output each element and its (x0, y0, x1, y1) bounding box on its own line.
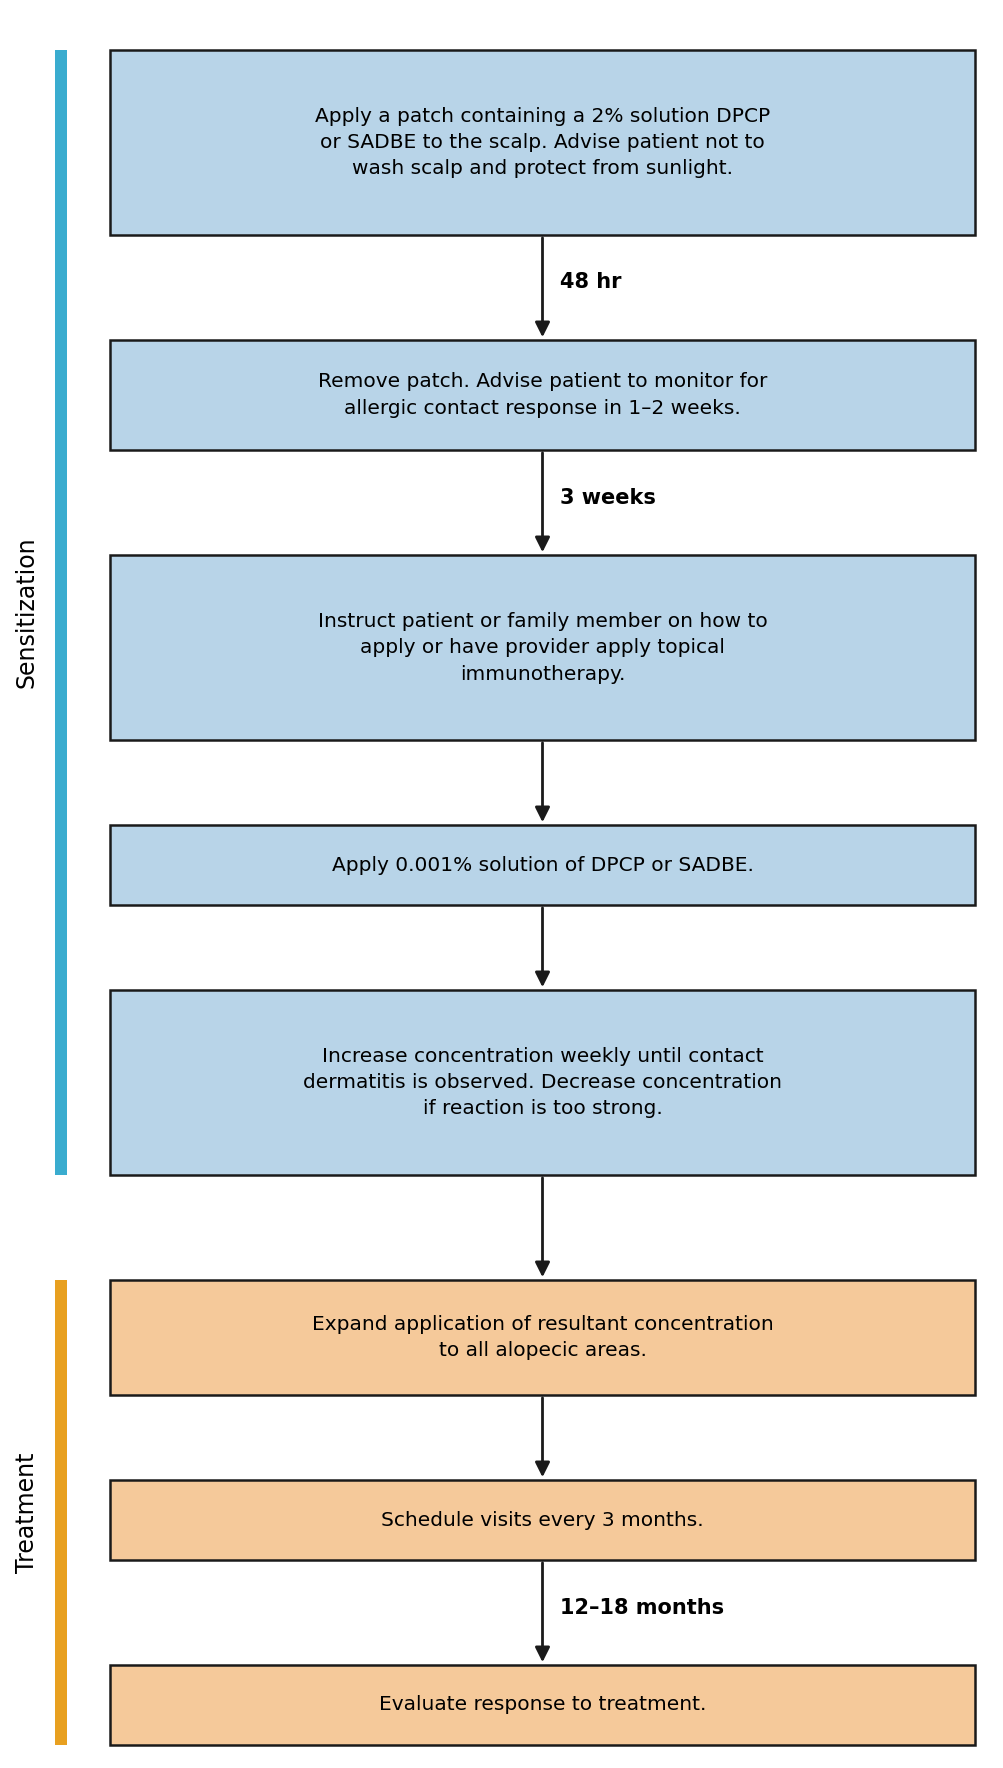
Bar (110, 1280, 974, 1395)
Text: Evaluate response to treatment.: Evaluate response to treatment. (378, 1696, 705, 1715)
Bar (110, 339, 974, 451)
Text: Remove patch. Advise patient to monitor for
allergic contact response in 1–2 wee: Remove patch. Advise patient to monitor … (318, 373, 766, 417)
Bar (55, 50, 67, 1176)
Text: Sensitization: Sensitization (15, 537, 39, 688)
Bar (55, 1280, 67, 1745)
Bar (110, 1665, 974, 1745)
Text: 12–18 months: 12–18 months (560, 1598, 724, 1618)
Text: Instruct patient or family member on how to
apply or have provider apply topical: Instruct patient or family member on how… (317, 612, 766, 684)
Text: 48 hr: 48 hr (560, 272, 622, 292)
Text: Schedule visits every 3 months.: Schedule visits every 3 months. (381, 1510, 703, 1529)
Text: Expand application of resultant concentration
to all alopecic areas.: Expand application of resultant concentr… (311, 1315, 772, 1360)
Bar (110, 555, 974, 741)
Text: Apply a patch containing a 2% solution DPCP
or SADBE to the scalp. Advise patien: Apply a patch containing a 2% solution D… (315, 106, 769, 179)
Bar (110, 50, 974, 235)
Text: Increase concentration weekly until contact
dermatitis is observed. Decrease con: Increase concentration weekly until cont… (303, 1047, 781, 1119)
Bar (110, 1480, 974, 1559)
Text: Apply 0.001% solution of DPCP or SADBE.: Apply 0.001% solution of DPCP or SADBE. (331, 856, 752, 875)
Bar (110, 826, 974, 905)
Text: 3 weeks: 3 weeks (560, 488, 656, 507)
Bar (110, 990, 974, 1176)
Text: Treatment: Treatment (15, 1452, 39, 1574)
